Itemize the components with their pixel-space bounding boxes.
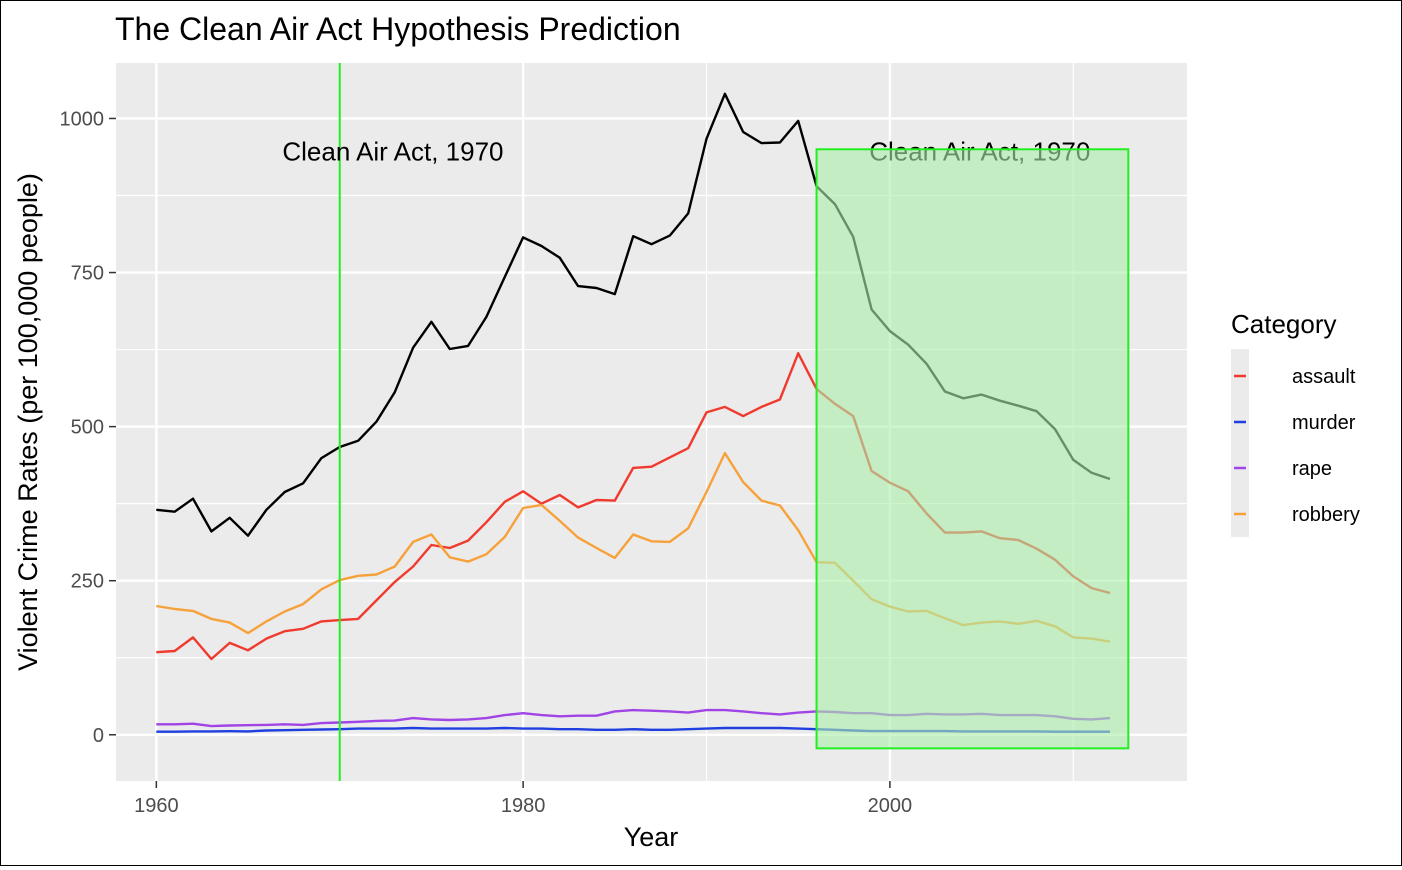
chart-title: The Clean Air Act Hypothesis Prediction bbox=[115, 11, 681, 47]
y-tick-label: 0 bbox=[93, 725, 104, 747]
y-tick-label: 500 bbox=[71, 417, 104, 439]
annotations: Clean Air Act, 1970Clean Air Act, 1970 bbox=[282, 63, 1130, 781]
x-tick-label: 2000 bbox=[868, 795, 913, 817]
y-tick-label: 1000 bbox=[60, 108, 105, 130]
legend-label-rape: rape bbox=[1292, 458, 1332, 480]
legend-key-background bbox=[1231, 349, 1249, 537]
legend-label-robbery: robbery bbox=[1292, 504, 1360, 526]
x-axis: 1960 1980 2000 bbox=[134, 781, 912, 817]
y-tick-label: 750 bbox=[71, 263, 104, 285]
annotation-label: Clean Air Act, 1970 bbox=[282, 137, 503, 167]
legend: Category assault murder rape robbery bbox=[1231, 309, 1360, 537]
x-tick-label: 1960 bbox=[134, 795, 179, 817]
legend-title: Category bbox=[1231, 309, 1337, 339]
legend-label-murder: murder bbox=[1292, 412, 1356, 434]
y-axis-label: Violent Crime Rates (per 100,000 people) bbox=[13, 173, 43, 671]
x-tick-label: 1980 bbox=[501, 795, 546, 817]
y-tick-label: 250 bbox=[71, 571, 104, 593]
y-axis: 0 250 500 750 1000 bbox=[60, 108, 116, 747]
x-axis-label: Year bbox=[624, 822, 679, 852]
legend-label-assault: assault bbox=[1292, 366, 1356, 388]
highlight-rect bbox=[815, 148, 1130, 750]
